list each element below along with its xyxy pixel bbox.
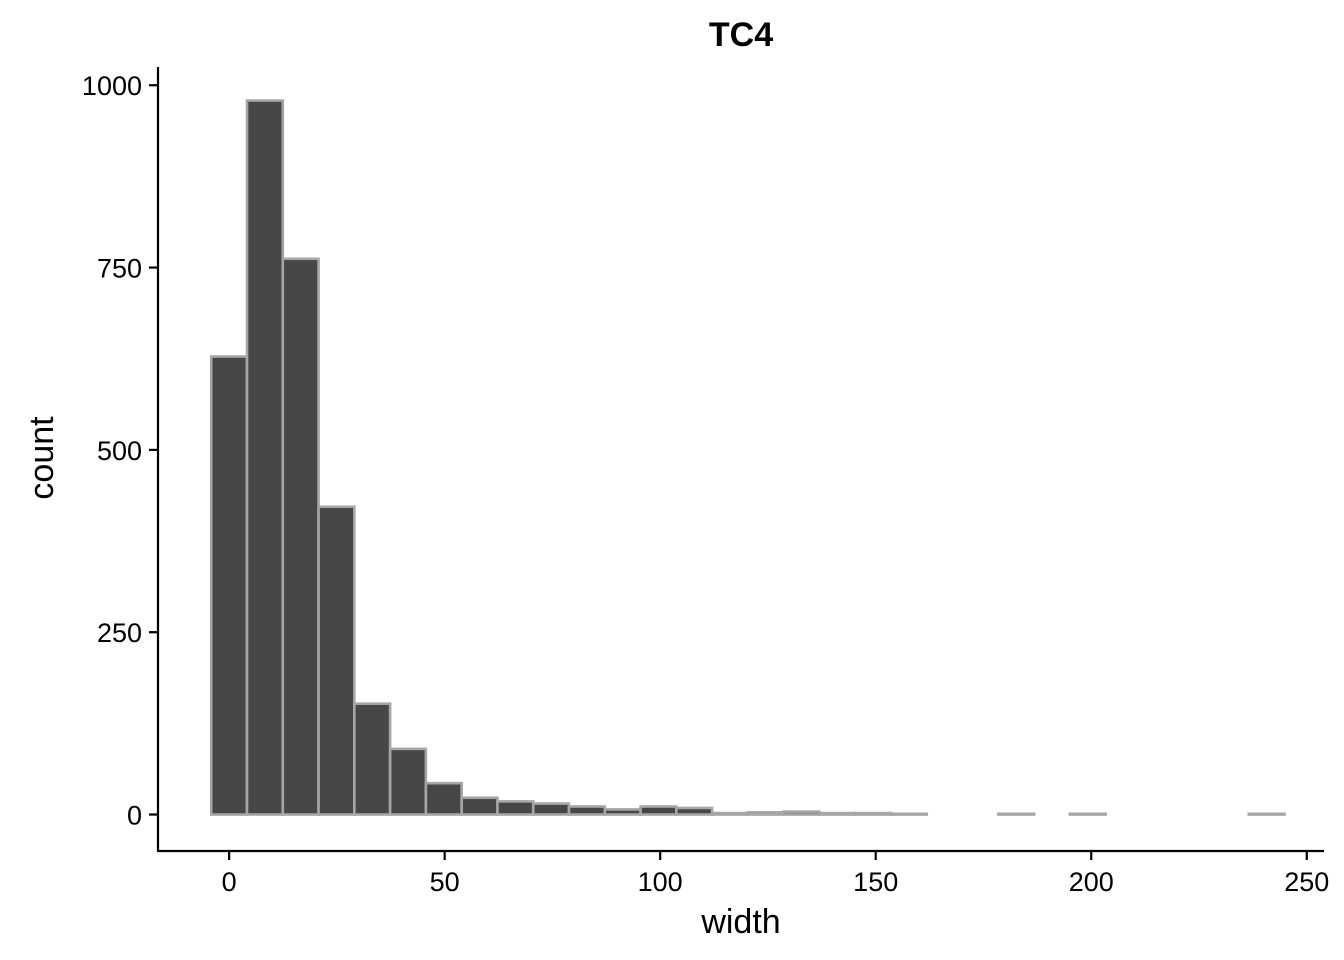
histogram-bar: [675, 806, 714, 816]
histogram-bar: [997, 812, 1036, 816]
x-tick-label: 250: [1284, 867, 1329, 897]
y-tick-label: 1000: [82, 71, 142, 101]
histogram-bar: [460, 796, 499, 816]
y-axis-ticks: 0 250 500 750 1000: [82, 71, 158, 831]
y-axis-label: count: [23, 416, 61, 500]
x-tick-label: 150: [853, 867, 898, 897]
y-tick-label: 0: [127, 801, 142, 831]
histogram-bar: [818, 811, 857, 816]
y-tick-label: 500: [97, 436, 142, 466]
histogram-bar: [889, 812, 929, 816]
histogram-bar: [209, 355, 249, 816]
histogram-bar: [353, 702, 392, 816]
x-axis-label: width: [700, 903, 780, 941]
histogram-bar: [496, 800, 535, 816]
histogram-bar: [710, 811, 750, 816]
x-tick-label: 0: [222, 867, 237, 897]
y-tick-label: 250: [97, 618, 142, 648]
histogram-bar: [281, 257, 320, 816]
histogram-bar: [388, 747, 428, 816]
x-axis-ticks: 0 50 100 150 200 250: [222, 851, 1329, 897]
histogram-bar: [424, 781, 463, 816]
x-tick-label: 50: [430, 867, 460, 897]
histogram-bar: [1247, 812, 1286, 816]
chart-title: TC4: [709, 16, 773, 54]
bars-group: [209, 99, 1286, 816]
histogram-bar: [639, 805, 678, 816]
y-tick-label: 750: [97, 254, 142, 284]
histogram-bar: [1068, 812, 1107, 816]
histogram-bar: [746, 811, 785, 816]
histogram-bar: [853, 811, 893, 816]
x-tick-label: 200: [1069, 867, 1114, 897]
histogram-bar: [782, 810, 821, 816]
histogram-bar: [245, 99, 285, 816]
histogram-bar: [567, 805, 607, 816]
x-tick-label: 100: [638, 867, 683, 897]
histogram-bar: [531, 802, 571, 816]
histogram-bar: [603, 808, 642, 816]
histogram-bar: [317, 505, 356, 816]
